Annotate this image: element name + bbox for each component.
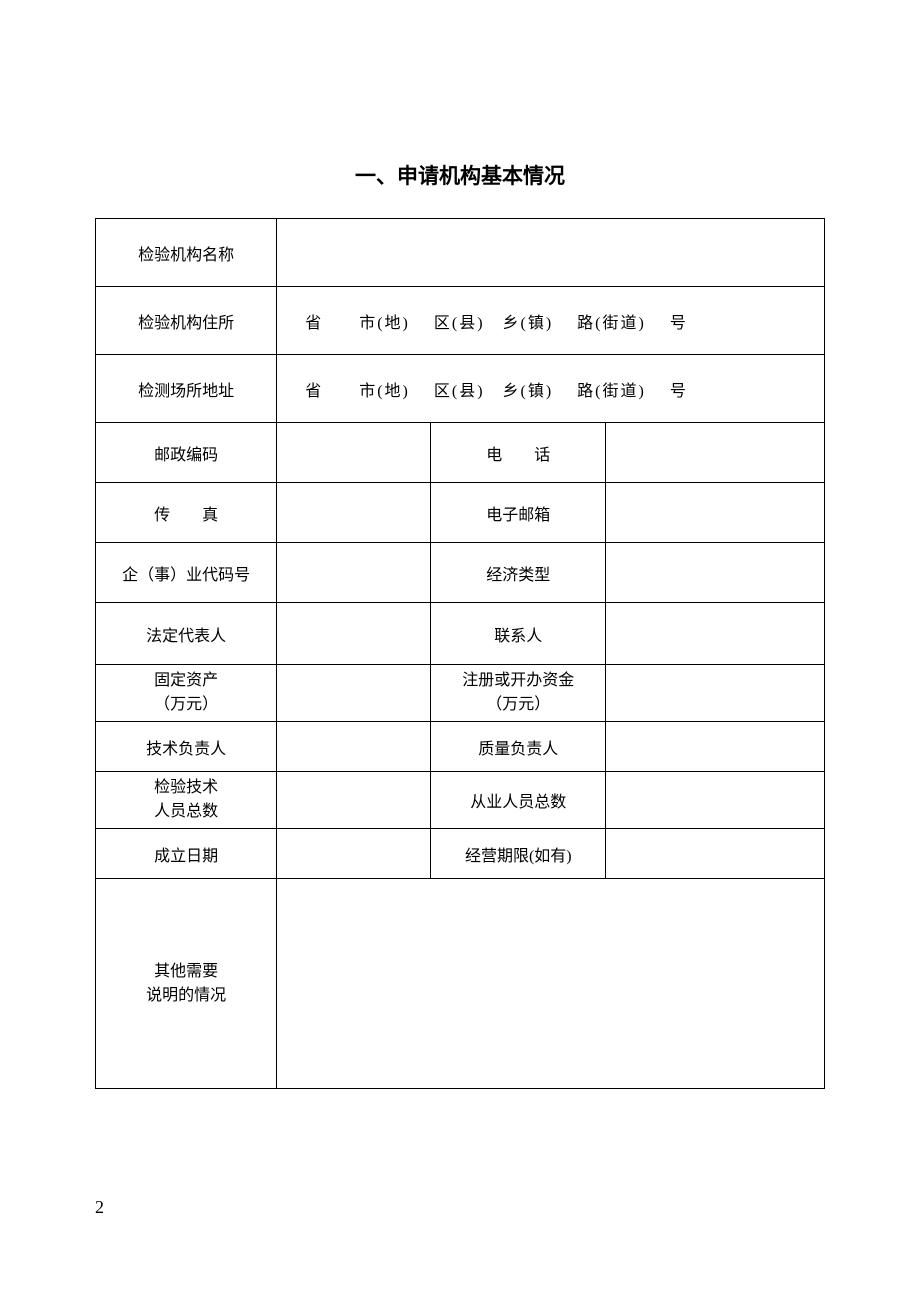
reg-capital-value [606, 665, 825, 722]
tech-staff-label-line2: 人员总数 [154, 803, 218, 820]
quality-lead-label: 质量负责人 [431, 722, 606, 772]
tech-staff-label: 检验技术 人员总数 [96, 772, 277, 829]
enterprise-code-label: 企（事）业代码号 [96, 543, 277, 603]
other-notes-label-line1: 其他需要 [154, 963, 218, 980]
org-address-value: 省 市(地) 区(县) 乡(镇) 路(街道) 号 [277, 287, 825, 355]
tech-staff-label-line1: 检验技术 [154, 779, 218, 796]
tech-lead-label: 技术负责人 [96, 722, 277, 772]
reg-capital-label: 注册或开办资金 （万元） [431, 665, 606, 722]
org-name-label: 检验机构名称 [96, 219, 277, 287]
economic-type-label: 经济类型 [431, 543, 606, 603]
economic-type-value [606, 543, 825, 603]
other-notes-label: 其他需要 说明的情况 [96, 879, 277, 1089]
fixed-assets-value [277, 665, 431, 722]
other-notes-label-line2: 说明的情况 [146, 987, 226, 1004]
page-title: 一、申请机构基本情况 [95, 160, 825, 190]
reg-capital-label-line2: （万元） [486, 696, 550, 713]
quality-lead-value [606, 722, 825, 772]
legal-rep-value [277, 603, 431, 665]
fax-label: 传 真 [96, 483, 277, 543]
phone-label: 电 话 [431, 423, 606, 483]
total-staff-value [606, 772, 825, 829]
operation-period-label: 经营期限(如有) [431, 829, 606, 879]
tech-staff-value [277, 772, 431, 829]
legal-rep-label: 法定代表人 [96, 603, 277, 665]
reg-capital-label-line1: 注册或开办资金 [462, 672, 574, 689]
operation-period-value [606, 829, 825, 879]
enterprise-code-value [277, 543, 431, 603]
fixed-assets-label-line2: （万元） [154, 696, 218, 713]
establish-date-label: 成立日期 [96, 829, 277, 879]
email-label: 电子邮箱 [431, 483, 606, 543]
total-staff-label: 从业人员总数 [431, 772, 606, 829]
email-value [606, 483, 825, 543]
establish-date-value [277, 829, 431, 879]
info-table: 检验机构名称 检验机构住所 省 市(地) 区(县) 乡(镇) 路(街道) 号 检… [95, 218, 825, 1089]
fixed-assets-label: 固定资产 （万元） [96, 665, 277, 722]
org-address-label: 检验机构住所 [96, 287, 277, 355]
fixed-assets-label-line1: 固定资产 [154, 672, 218, 689]
test-site-value: 省 市(地) 区(县) 乡(镇) 路(街道) 号 [277, 355, 825, 423]
org-name-value [277, 219, 825, 287]
tech-lead-value [277, 722, 431, 772]
other-notes-value [277, 879, 825, 1089]
contact-value [606, 603, 825, 665]
page-number: 2 [95, 1197, 104, 1218]
postcode-value [277, 423, 431, 483]
fax-value [277, 483, 431, 543]
phone-value [606, 423, 825, 483]
test-site-label: 检测场所地址 [96, 355, 277, 423]
contact-label: 联系人 [431, 603, 606, 665]
postcode-label: 邮政编码 [96, 423, 277, 483]
